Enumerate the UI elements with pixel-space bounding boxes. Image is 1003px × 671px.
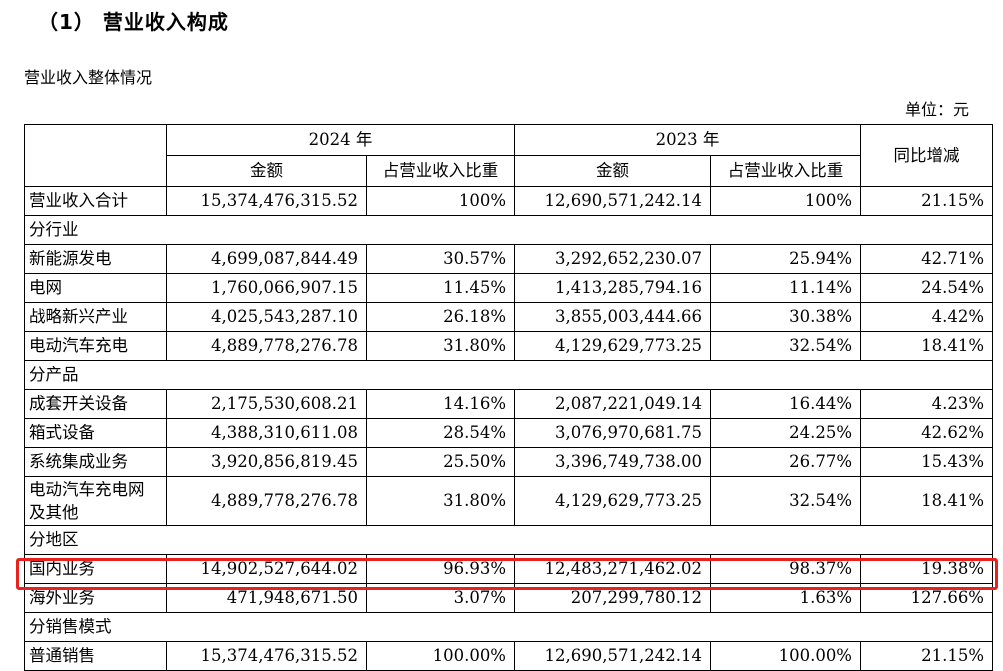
table-row: 成套开关设备 2,175,530,608.21 14.16% 2,087,221… [24, 389, 993, 419]
amount-2023: 1,413,285,794.16 [514, 273, 711, 303]
yoy-change: 15.43% [860, 447, 993, 477]
amount-2023: 2,087,221,049.14 [514, 389, 711, 419]
share-2024: 26.18% [366, 302, 515, 332]
share-2024: 14.16% [366, 389, 515, 419]
table-row: 新能源发电 4,699,087,844.49 30.57% 3,292,652,… [24, 244, 993, 274]
row-label: 箱式设备 [24, 418, 167, 448]
amount-2024: 4,889,778,276.78 [166, 331, 367, 361]
share-2024: 30.57% [366, 244, 515, 274]
row-label: 营业收入合计 [24, 186, 167, 216]
header-2023: 2023 年 [514, 124, 861, 156]
section-row-product: 分产品 [24, 360, 993, 390]
amount-2024: 1,760,066,907.15 [166, 273, 367, 303]
amount-2024: 4,388,310,611.08 [166, 418, 367, 448]
amount-2024: 15,374,476,315.52 [166, 641, 367, 671]
table-row: 系统集成业务 3,920,856,819.45 25.50% 3,396,749… [24, 447, 993, 477]
table-row: 普通销售 15,374,476,315.52 100.00% 12,690,57… [24, 641, 993, 671]
table-row: 箱式设备 4,388,310,611.08 28.54% 3,076,970,6… [24, 418, 993, 448]
header-amount-2023: 金额 [514, 155, 711, 187]
share-2023: 30.38% [710, 302, 861, 332]
corner-cell [24, 124, 167, 187]
share-2024: 100% [366, 186, 515, 216]
header-share-2024: 占营业收入比重 [366, 155, 515, 187]
row-label: 系统集成业务 [24, 447, 167, 477]
amount-2023: 12,690,571,242.14 [514, 641, 711, 671]
section-label-sales: 分销售模式 [24, 612, 993, 642]
yoy-change: 42.71% [860, 244, 993, 274]
section-label-industry: 分行业 [24, 215, 993, 245]
share-2024: 25.50% [366, 447, 515, 477]
share-2023: 100.00% [710, 641, 861, 671]
row-label: 电动汽车充电 [24, 331, 167, 361]
yoy-change: 21.15% [860, 186, 993, 216]
yoy-change: 21.15% [860, 641, 993, 671]
amount-2023: 3,855,003,444.66 [514, 302, 711, 332]
amount-2023: 12,690,571,242.14 [514, 186, 711, 216]
row-label: 普通销售 [24, 641, 167, 671]
section-label-product: 分产品 [24, 360, 993, 390]
header-share-2023: 占营业收入比重 [710, 155, 861, 187]
header-2024: 2024 年 [166, 124, 515, 156]
share-2023: 100% [710, 186, 861, 216]
amount-2024: 4,699,087,844.49 [166, 244, 367, 274]
revenue-composition-table: 2024 年 2023 年 同比增减 金额 占营业收入比重 金额 占营业收入比重… [24, 124, 993, 671]
amount-2024: 4,889,778,276.78 [166, 476, 367, 526]
yoy-change: 18.41% [860, 476, 993, 526]
row-label: 战略新兴产业 [24, 302, 167, 332]
amount-2024: 4,025,543,287.10 [166, 302, 367, 332]
row-label: 电动汽车充电网及其他 [24, 476, 167, 526]
share-2023: 24.25% [710, 418, 861, 448]
total-row: 营业收入合计 15,374,476,315.52 100% 12,690,571… [24, 186, 993, 216]
amount-2024: 3,920,856,819.45 [166, 447, 367, 477]
yoy-change: 4.42% [860, 302, 993, 332]
table-row: 电动汽车充电网及其他 4,889,778,276.78 31.80% 4,129… [24, 476, 993, 526]
table-caption: 营业收入整体情况 [24, 68, 153, 87]
amount-2023: 12,483,271,462.02 [514, 554, 711, 584]
share-2023: 16.44% [710, 389, 861, 419]
table-row: 战略新兴产业 4,025,543,287.10 26.18% 3,855,003… [24, 302, 993, 332]
header-row-years: 2024 年 2023 年 同比增减 [24, 124, 993, 187]
share-2024: 31.80% [366, 476, 515, 526]
yoy-change: 24.54% [860, 273, 993, 303]
unit-label: 单位：元 [904, 100, 969, 119]
share-2024: 11.45% [366, 273, 515, 303]
share-2023: 26.77% [710, 447, 861, 477]
share-2023: 11.14% [710, 273, 861, 303]
amount-2023: 3,396,749,738.00 [514, 447, 711, 477]
header-amount-2024: 金额 [166, 155, 367, 187]
share-2024: 28.54% [366, 418, 515, 448]
amount-2023: 3,292,652,230.07 [514, 244, 711, 274]
section-label-region: 分地区 [24, 525, 993, 555]
yoy-change: 4.23% [860, 389, 993, 419]
table-row: 电动汽车充电 4,889,778,276.78 31.80% 4,129,629… [24, 331, 993, 361]
section-title: （1） 营业收入构成 [38, 10, 229, 34]
highlight-box-overseas [16, 558, 998, 590]
share-2023: 32.54% [710, 331, 861, 361]
section-row-region: 分地区 [24, 525, 993, 555]
yoy-change: 42.62% [860, 418, 993, 448]
header-row-columns: 金额 占营业收入比重 金额 占营业收入比重 [25, 155, 993, 187]
amount-2024: 15,374,476,315.52 [166, 186, 367, 216]
section-row-industry: 分行业 [24, 215, 993, 245]
share-2023: 32.54% [710, 476, 861, 526]
amount-2023: 4,129,629,773.25 [514, 331, 711, 361]
share-2023: 25.94% [710, 244, 861, 274]
row-label: 新能源发电 [24, 244, 167, 274]
share-2024: 100.00% [366, 641, 515, 671]
amount-2023: 3,076,970,681.75 [514, 418, 711, 448]
yoy-change: 18.41% [860, 331, 993, 361]
row-label: 成套开关设备 [24, 389, 167, 419]
header-yoy: 同比增减 [860, 124, 993, 187]
amount-2024: 2,175,530,608.21 [166, 389, 367, 419]
table-row: 电网 1,760,066,907.15 11.45% 1,413,285,794… [24, 273, 993, 303]
section-row-sales: 分销售模式 [24, 612, 993, 642]
share-2024: 31.80% [366, 331, 515, 361]
row-label: 电网 [24, 273, 167, 303]
amount-2023: 4,129,629,773.25 [514, 476, 711, 526]
